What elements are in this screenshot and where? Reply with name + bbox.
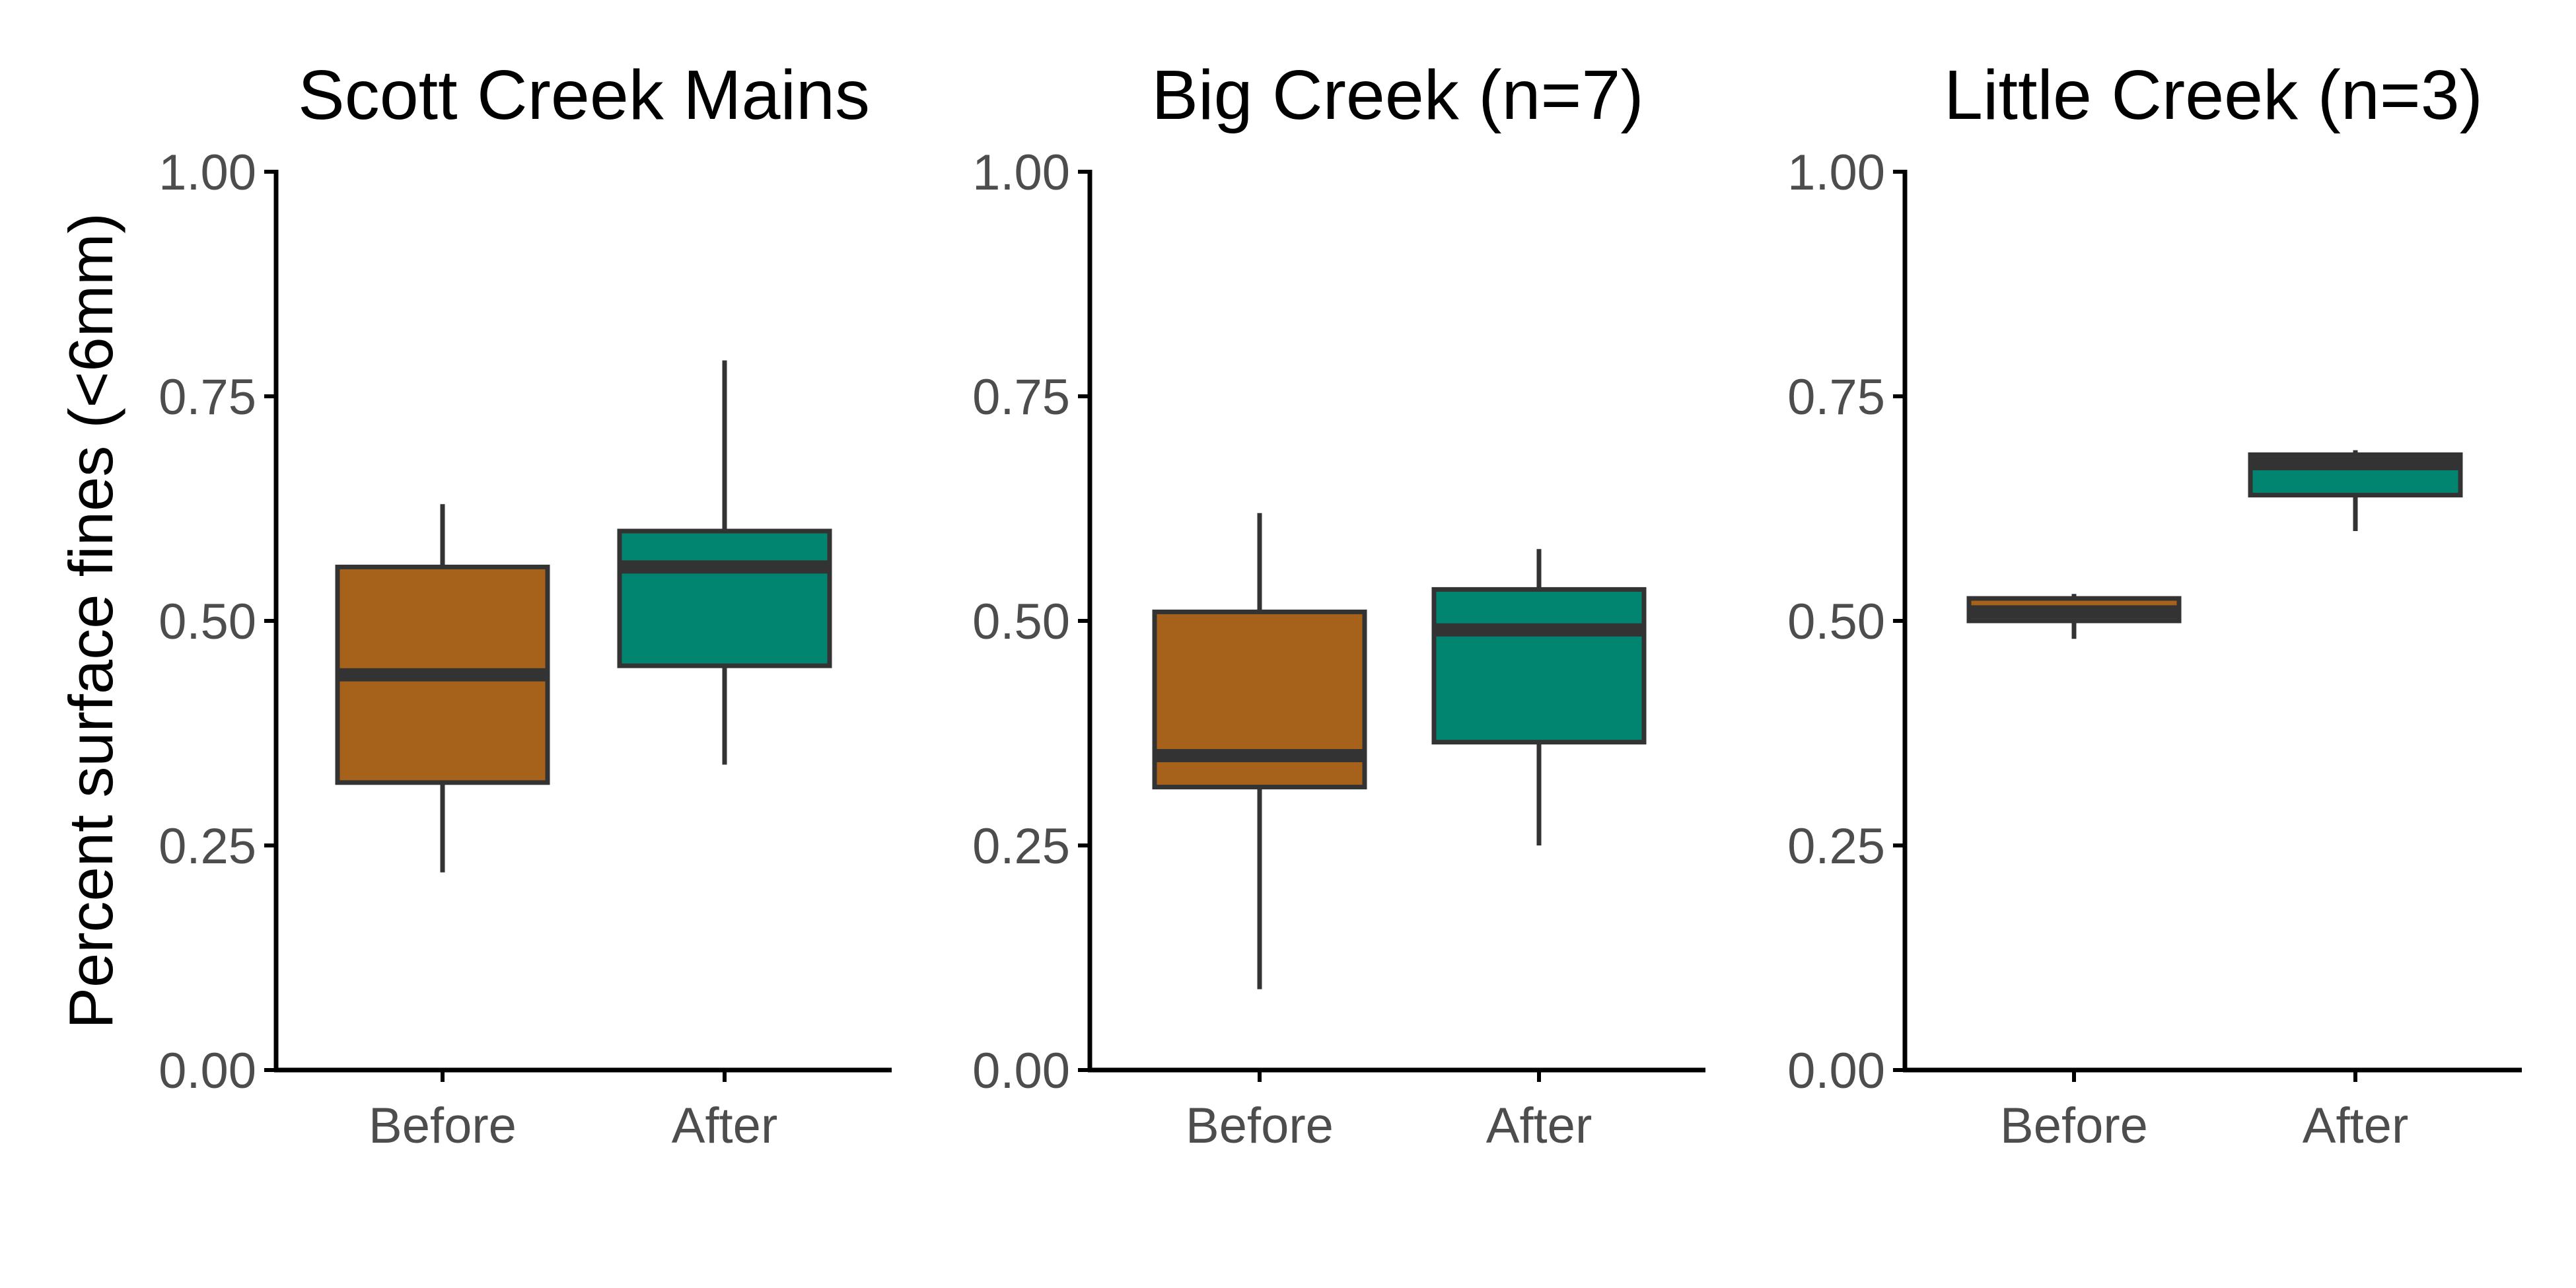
box-iqr [617,528,832,668]
x-category-label: Before [2000,1098,2148,1154]
y-tick-label: 1.00 [972,145,1070,201]
y-tick-label: 0.00 [159,1043,256,1099]
y-axis-label: Percent surface fines (<6mm) [56,213,125,1029]
panel-2: Big Creek (n=7) 0.00 0.25 0.50 0.75 1.00 Befor… [972,56,1705,1154]
box-before [1966,594,2182,639]
y-tick-label: 0.50 [1787,594,1885,650]
y-tick-label: 0.50 [972,594,1070,650]
box-before [335,504,550,873]
y-tick-label: 0.00 [972,1043,1070,1099]
y-tick-label: 0.50 [159,594,256,650]
y-tick-label: 0.25 [1787,818,1885,875]
y-tick-label: 0.75 [1787,369,1885,425]
panel-title: Scott Creek Mains [298,56,870,134]
x-category-label: Before [369,1098,517,1154]
box-before [1152,513,1367,989]
y-tick-label: 0.75 [159,369,256,425]
y-tick-label: 1.00 [159,145,256,201]
panel-title: Little Creek (n=3) [1944,56,2483,134]
y-tick-label: 1.00 [1787,145,1885,201]
panel-1: Scott Creek Mains 0.00 0.25 0.50 0.75 1.00 Bef… [159,56,892,1154]
panel-title: Big Creek (n=7) [1151,56,1643,134]
x-category-label: After [2303,1098,2409,1154]
box-iqr [1431,587,1647,745]
y-tick-label: 0.25 [159,818,256,875]
y-tick-label: 0.25 [972,818,1070,875]
x-category-label: After [1486,1098,1592,1154]
panel-3: Little Creek (n=3) 0.00 0.25 0.50 0.75 1.00 Be… [1787,56,2522,1154]
box-after [617,360,832,765]
x-category-label: Before [1186,1098,1334,1154]
x-category-label: After [672,1098,778,1154]
y-tick-label: 0.00 [1787,1043,1885,1099]
box-after [1431,549,1647,845]
y-tick-label: 0.75 [972,369,1070,425]
box-after [2248,450,2463,531]
